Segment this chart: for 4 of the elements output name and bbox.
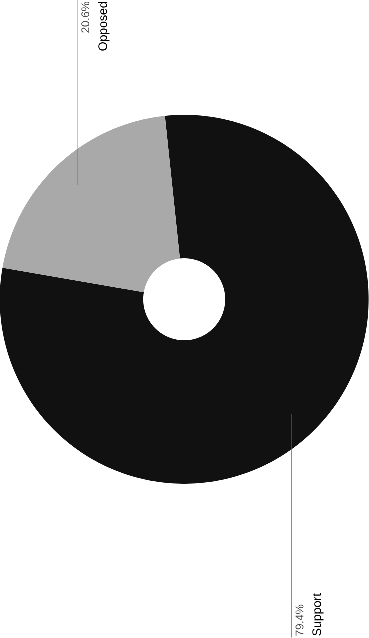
slice-label: Support: [312, 593, 324, 636]
data-label: 20.6%: [82, 2, 90, 33]
slice-label: Opposed: [98, 2, 110, 51]
data-label: 79.4%: [296, 604, 304, 636]
